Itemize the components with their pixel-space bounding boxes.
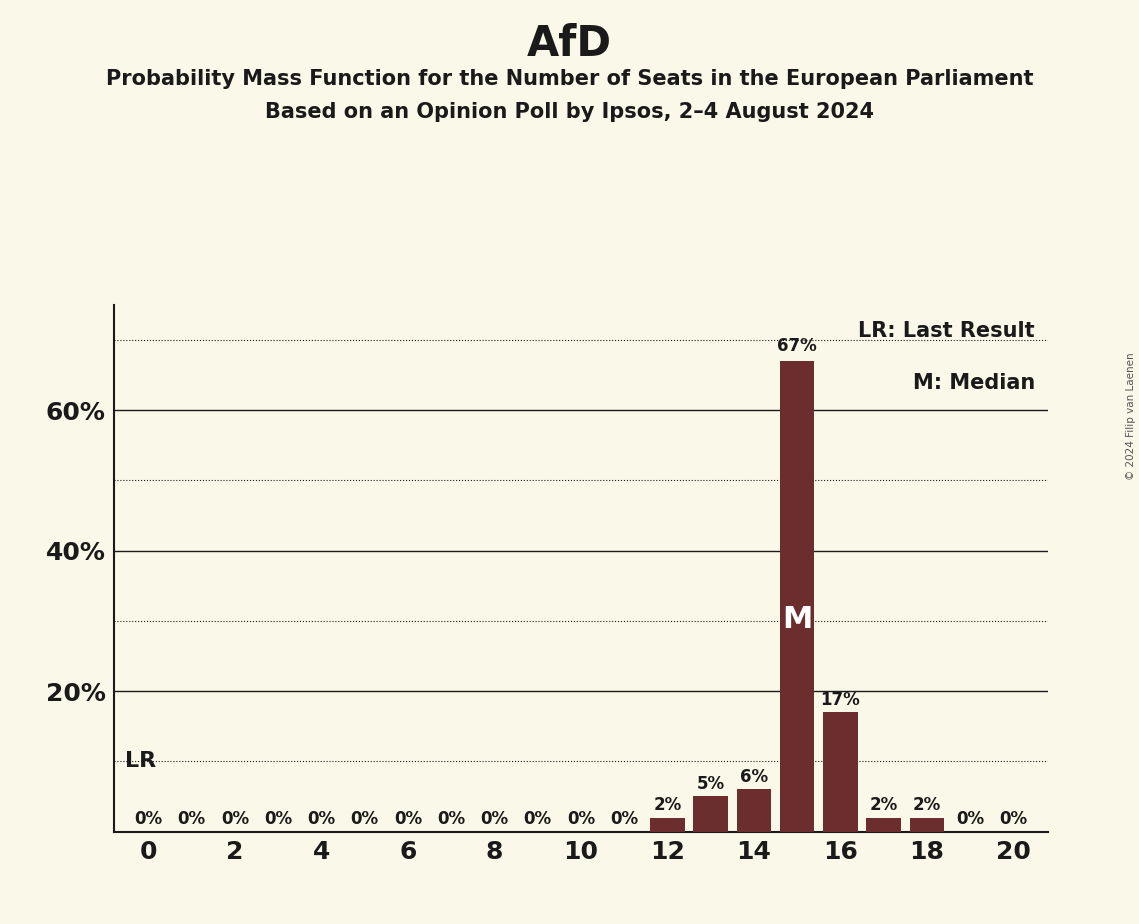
Bar bbox=[867, 818, 901, 832]
Text: 6%: 6% bbox=[740, 768, 768, 786]
Text: 0%: 0% bbox=[567, 810, 595, 828]
Text: 17%: 17% bbox=[820, 691, 860, 709]
Text: AfD: AfD bbox=[527, 23, 612, 65]
Text: 0%: 0% bbox=[956, 810, 984, 828]
Text: LR: LR bbox=[124, 751, 156, 772]
Text: M: Median: M: Median bbox=[912, 373, 1035, 394]
Text: 0%: 0% bbox=[178, 810, 206, 828]
Text: 0%: 0% bbox=[308, 810, 336, 828]
Text: 0%: 0% bbox=[524, 810, 551, 828]
Text: 0%: 0% bbox=[134, 810, 163, 828]
Text: © 2024 Filip van Laenen: © 2024 Filip van Laenen bbox=[1126, 352, 1136, 480]
Bar bbox=[737, 789, 771, 832]
Text: 2%: 2% bbox=[869, 796, 898, 814]
Text: 0%: 0% bbox=[351, 810, 379, 828]
Text: 0%: 0% bbox=[437, 810, 465, 828]
Text: 0%: 0% bbox=[264, 810, 293, 828]
Bar bbox=[823, 712, 858, 832]
Text: Based on an Opinion Poll by Ipsos, 2–4 August 2024: Based on an Opinion Poll by Ipsos, 2–4 A… bbox=[265, 102, 874, 122]
Text: 5%: 5% bbox=[697, 775, 724, 793]
Bar bbox=[910, 818, 944, 832]
Text: 2%: 2% bbox=[912, 796, 941, 814]
Text: LR: Last Result: LR: Last Result bbox=[859, 321, 1035, 341]
Text: Probability Mass Function for the Number of Seats in the European Parliament: Probability Mass Function for the Number… bbox=[106, 69, 1033, 90]
Text: 0%: 0% bbox=[999, 810, 1027, 828]
Text: 67%: 67% bbox=[777, 337, 817, 356]
Text: 0%: 0% bbox=[394, 810, 421, 828]
Text: M: M bbox=[781, 605, 812, 635]
Text: 0%: 0% bbox=[221, 810, 249, 828]
Bar bbox=[650, 818, 685, 832]
Text: 0%: 0% bbox=[611, 810, 638, 828]
Bar bbox=[694, 796, 728, 832]
Text: 2%: 2% bbox=[654, 796, 681, 814]
Text: 0%: 0% bbox=[481, 810, 508, 828]
Bar bbox=[780, 361, 814, 832]
